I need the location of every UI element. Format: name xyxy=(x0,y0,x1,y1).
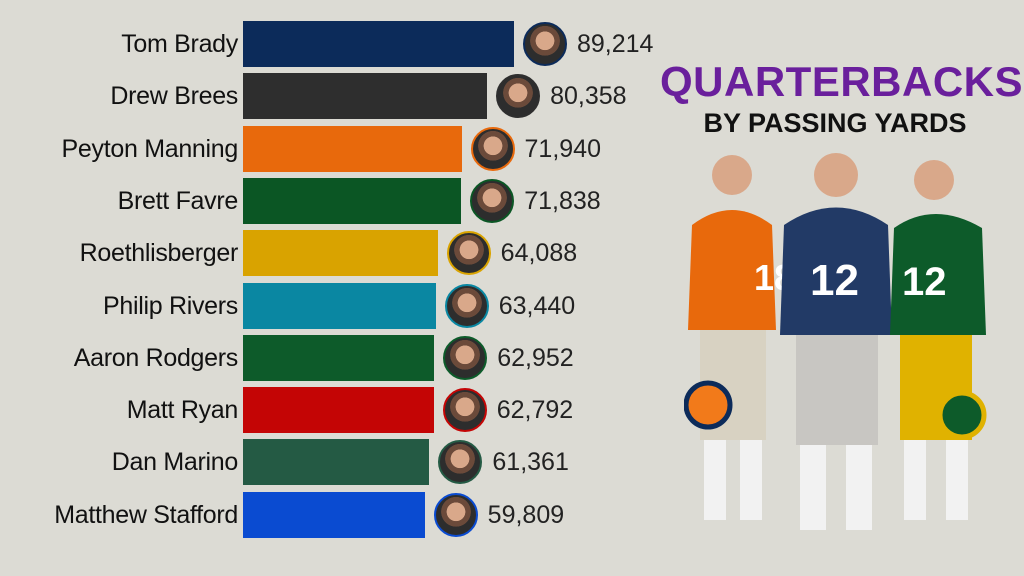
category-label: Roethlisberger xyxy=(79,239,239,268)
category-label: Peyton Manning xyxy=(61,134,239,163)
category-label: Tom Brady xyxy=(121,30,238,58)
value-label: 62,952 xyxy=(497,343,574,372)
svg-text:12: 12 xyxy=(902,260,947,304)
player-avatar-icon xyxy=(433,492,478,537)
player-green: 12 xyxy=(890,160,987,520)
value-label: 62,792 xyxy=(496,396,574,425)
bar-row: Roethlisberger 64,088 xyxy=(0,230,680,277)
bar-row: Matthew Stafford 59,809 xyxy=(0,491,680,538)
player-avatar-icon xyxy=(444,283,489,328)
player-orange: 18 xyxy=(684,155,794,520)
bar-chart: Tom Brady 89,214 Drew Brees 80,358 Peyton Ma… xyxy=(0,21,680,538)
player-navy: 12 xyxy=(780,153,892,530)
bar xyxy=(243,282,436,329)
bar xyxy=(243,177,462,224)
svg-text:12: 12 xyxy=(810,256,859,305)
category-label: Drew Brees xyxy=(110,82,238,111)
value-label: 71,838 xyxy=(524,186,601,215)
value-label: 64,088 xyxy=(500,239,578,268)
bar-row: Dan Marino 61,361 xyxy=(0,439,680,486)
player-avatar-icon xyxy=(446,231,491,276)
bar xyxy=(243,73,488,120)
category-label: Matt Ryan xyxy=(126,396,239,425)
value-label: 63,440 xyxy=(498,291,576,320)
bar-row: Brett Favre 71,838 xyxy=(0,177,680,224)
value-label: 89,214 xyxy=(577,30,654,58)
title-line-2: BY PASSING YARDS xyxy=(703,108,967,138)
category-label: Dan Marino xyxy=(111,448,239,477)
bar xyxy=(243,21,514,67)
title-line-1: QUARTERBACKS xyxy=(660,58,1023,105)
category-label: Brett Favre xyxy=(117,186,239,215)
value-label: 59,809 xyxy=(487,500,565,529)
player-avatar-icon xyxy=(442,388,487,433)
value-label: 71,940 xyxy=(524,134,601,163)
player-avatar-icon xyxy=(443,335,488,380)
bar-row: Matt Ryan 62,792 xyxy=(0,387,680,434)
bar xyxy=(243,387,434,434)
value-label: 80,358 xyxy=(550,82,627,111)
value-label: 61,361 xyxy=(492,448,569,477)
chart-title: QUARTERBACKS BY PASSING YARDS xyxy=(660,58,1023,139)
bar-row: Drew Brees 80,358 xyxy=(0,73,680,120)
category-label: Philip Rivers xyxy=(102,291,238,320)
player-avatar-icon xyxy=(470,126,515,171)
quarterbacks-illustration: 18 12 12 xyxy=(684,153,987,530)
bar-row: Philip Rivers 63,440 xyxy=(0,282,680,329)
player-avatar-icon xyxy=(523,22,567,66)
category-label: Matthew Stafford xyxy=(54,500,238,529)
bar xyxy=(243,439,430,486)
bar-row: Peyton Manning 71,940 xyxy=(0,125,680,172)
bar xyxy=(243,125,462,172)
bar xyxy=(243,230,438,277)
bar-row: Aaron Rodgers 62,952 xyxy=(0,334,680,381)
bar xyxy=(243,491,425,538)
player-avatar-icon xyxy=(496,74,541,119)
bar-row: Tom Brady 89,214 xyxy=(0,21,680,67)
category-label: Aaron Rodgers xyxy=(73,343,239,372)
bar xyxy=(243,334,435,381)
player-avatar-icon xyxy=(470,178,515,223)
player-avatar-icon xyxy=(438,440,483,485)
